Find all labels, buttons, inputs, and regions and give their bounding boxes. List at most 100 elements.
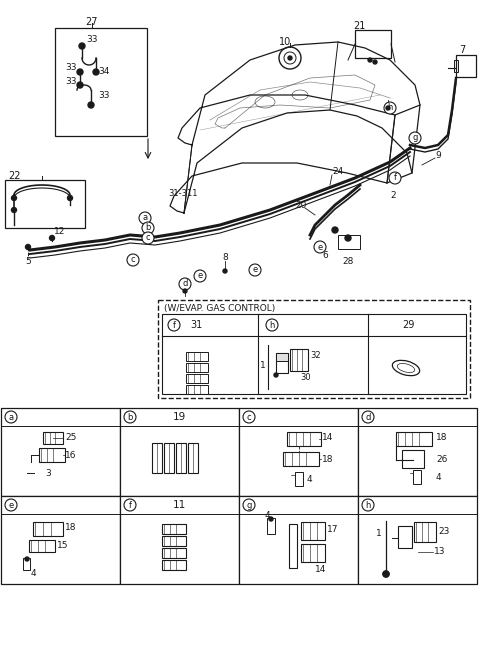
Circle shape bbox=[5, 499, 17, 511]
Circle shape bbox=[194, 270, 206, 282]
Circle shape bbox=[5, 411, 17, 423]
Bar bbox=[283, 452, 319, 466]
Circle shape bbox=[142, 232, 154, 244]
Bar bbox=[239, 408, 358, 496]
Text: f: f bbox=[129, 500, 132, 510]
Circle shape bbox=[384, 102, 396, 114]
Text: b: b bbox=[145, 223, 151, 233]
Text: 31: 31 bbox=[190, 320, 202, 330]
Bar bbox=[23, 558, 30, 570]
Circle shape bbox=[249, 264, 261, 276]
Bar bbox=[267, 518, 275, 534]
Bar bbox=[33, 522, 63, 536]
Text: c: c bbox=[146, 233, 150, 242]
Bar bbox=[1, 408, 120, 496]
Text: g: g bbox=[246, 500, 252, 510]
Text: 13: 13 bbox=[434, 546, 445, 555]
Text: 30: 30 bbox=[300, 373, 311, 381]
Bar bbox=[158, 300, 470, 398]
Text: 4: 4 bbox=[307, 476, 312, 485]
Bar bbox=[162, 314, 466, 394]
Text: 14: 14 bbox=[322, 434, 334, 443]
Circle shape bbox=[274, 373, 278, 377]
Bar bbox=[29, 540, 55, 552]
Bar bbox=[358, 496, 477, 514]
Circle shape bbox=[12, 208, 16, 212]
Bar bbox=[338, 235, 360, 249]
Bar bbox=[413, 470, 421, 484]
Bar bbox=[396, 432, 432, 446]
Bar bbox=[188, 443, 198, 473]
Bar bbox=[456, 55, 476, 77]
Text: c: c bbox=[131, 255, 135, 265]
Circle shape bbox=[362, 499, 374, 511]
Circle shape bbox=[124, 411, 136, 423]
Text: 16: 16 bbox=[65, 451, 76, 460]
Circle shape bbox=[314, 241, 326, 253]
Bar bbox=[358, 496, 477, 584]
Circle shape bbox=[77, 82, 83, 88]
Text: a: a bbox=[143, 214, 147, 223]
Circle shape bbox=[183, 289, 187, 293]
Text: 17: 17 bbox=[327, 525, 338, 534]
Bar bbox=[239, 496, 358, 584]
Text: 27: 27 bbox=[86, 17, 98, 27]
Text: f: f bbox=[172, 320, 176, 329]
Text: 25: 25 bbox=[65, 432, 76, 441]
Circle shape bbox=[269, 517, 273, 521]
Bar bbox=[162, 524, 186, 534]
Circle shape bbox=[243, 499, 255, 511]
Bar bbox=[289, 524, 297, 568]
Text: 2: 2 bbox=[390, 191, 396, 200]
Text: 4: 4 bbox=[436, 474, 442, 483]
Text: d: d bbox=[365, 413, 371, 422]
Text: 32: 32 bbox=[310, 350, 321, 360]
Text: h: h bbox=[269, 320, 275, 329]
Bar bbox=[162, 548, 186, 558]
Circle shape bbox=[409, 132, 421, 144]
Circle shape bbox=[77, 69, 83, 75]
Text: 33: 33 bbox=[86, 35, 97, 45]
Text: 6: 6 bbox=[322, 250, 328, 259]
Text: 14: 14 bbox=[315, 565, 326, 574]
Text: 1: 1 bbox=[376, 529, 382, 538]
Text: 18: 18 bbox=[65, 523, 76, 533]
Bar bbox=[55, 28, 147, 136]
Circle shape bbox=[383, 571, 389, 577]
Bar bbox=[1, 496, 120, 584]
Circle shape bbox=[88, 102, 94, 108]
Circle shape bbox=[25, 244, 31, 250]
Text: c: c bbox=[247, 413, 252, 422]
Text: 21: 21 bbox=[353, 21, 365, 31]
Circle shape bbox=[332, 227, 338, 233]
Bar bbox=[120, 496, 239, 584]
Text: 34: 34 bbox=[98, 67, 109, 77]
Bar bbox=[186, 363, 208, 372]
Bar bbox=[301, 544, 325, 562]
Bar bbox=[186, 374, 208, 383]
Bar bbox=[186, 385, 208, 394]
Circle shape bbox=[362, 411, 374, 423]
Text: 26: 26 bbox=[436, 455, 447, 464]
Circle shape bbox=[386, 106, 390, 110]
Bar bbox=[176, 443, 186, 473]
Bar bbox=[164, 443, 174, 473]
Text: 22: 22 bbox=[8, 171, 21, 181]
Circle shape bbox=[168, 319, 180, 331]
Text: a: a bbox=[9, 413, 13, 422]
Text: 10: 10 bbox=[279, 37, 291, 47]
Text: 18: 18 bbox=[436, 434, 447, 443]
Circle shape bbox=[383, 571, 389, 577]
Circle shape bbox=[124, 499, 136, 511]
Circle shape bbox=[49, 236, 55, 240]
Text: 12: 12 bbox=[54, 227, 66, 236]
Bar bbox=[43, 432, 63, 444]
Circle shape bbox=[288, 56, 292, 60]
Bar bbox=[276, 353, 288, 361]
Text: 24: 24 bbox=[332, 168, 343, 176]
Bar bbox=[301, 522, 325, 540]
Text: 28: 28 bbox=[342, 257, 354, 267]
Bar bbox=[239, 408, 358, 426]
Bar bbox=[295, 472, 303, 486]
Circle shape bbox=[79, 43, 85, 49]
